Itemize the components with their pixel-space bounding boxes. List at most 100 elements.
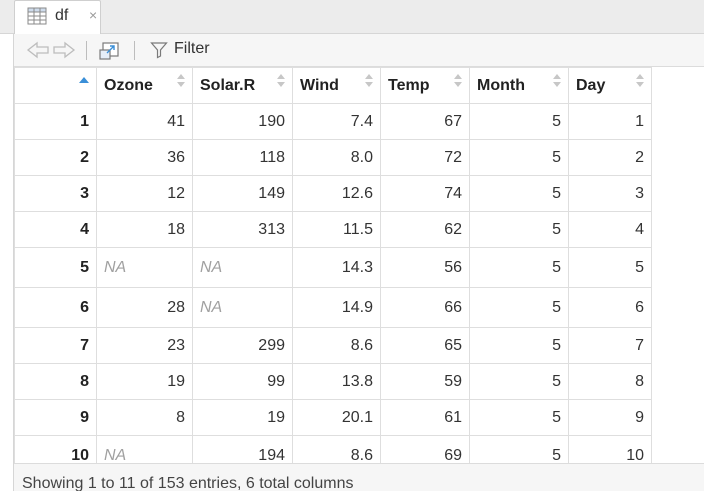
table-cell: 7.4 [292, 103, 381, 140]
table-cell: 5 [469, 139, 569, 176]
table-cell: 56 [380, 247, 470, 288]
filter-icon[interactable] [150, 40, 168, 60]
table-cell: 20.1 [292, 399, 381, 436]
table-cell: NA [192, 247, 293, 288]
table-cell: 67 [380, 103, 470, 140]
table-cell: 66 [380, 287, 470, 328]
column-header-day[interactable]: Day [568, 67, 652, 104]
tab-label: df [55, 7, 69, 24]
row-number: 9 [14, 399, 97, 436]
table-cell: 5 [469, 327, 569, 364]
sort-icon [277, 74, 285, 90]
table-cell: NA [96, 435, 193, 463]
back-arrow-icon[interactable] [26, 40, 50, 60]
table-cell: 11.5 [292, 211, 381, 248]
table-cell: 5 [469, 435, 569, 463]
table-cell: 8.6 [292, 327, 381, 364]
table-cell: 8.6 [292, 435, 381, 463]
table-row: 3 12 149 12.6 74 5 3 [14, 175, 652, 212]
row-number: 2 [14, 139, 97, 176]
table-cell: 99 [192, 363, 293, 400]
column-header-wind[interactable]: Wind [292, 67, 381, 104]
table-cell: 118 [192, 139, 293, 176]
table-cell: 12.6 [292, 175, 381, 212]
table-cell: 5 [469, 175, 569, 212]
table-cell: 59 [380, 363, 470, 400]
table-cell: 5 [469, 399, 569, 436]
sort-ascending-icon [79, 77, 89, 83]
table-cell: 12 [96, 175, 193, 212]
table-cell: 149 [192, 175, 293, 212]
toolbar: Filter [14, 34, 704, 67]
table-cell: 61 [380, 399, 470, 436]
row-number-header[interactable] [14, 67, 97, 104]
table-cell: 2 [568, 139, 652, 176]
table-cell: 299 [192, 327, 293, 364]
table-row: 9 8 19 20.1 61 5 9 [14, 399, 652, 436]
table-row: 4 18 313 11.5 62 5 4 [14, 211, 652, 248]
table-cell: 10 [568, 435, 652, 463]
table-cell: 72 [380, 139, 470, 176]
row-number: 6 [14, 287, 97, 328]
table-cell: NA [96, 247, 193, 288]
table-row: 1 41 190 7.4 67 5 1 [14, 103, 652, 140]
table-row: 10 NA 194 8.6 69 5 10 [14, 435, 652, 463]
table-cell: 8 [96, 399, 193, 436]
data-table: Ozone Solar.R Wind Temp Month Day 1 41 190… [14, 67, 652, 463]
table-cell: 41 [96, 103, 193, 140]
table-cell: 5 [568, 247, 652, 288]
table-cell: 19 [96, 363, 193, 400]
table-cell: 18 [96, 211, 193, 248]
table-cell: 62 [380, 211, 470, 248]
entries-summary: Showing 1 to 11 of 153 entries, 6 total … [22, 475, 354, 491]
table-cell: 14.9 [292, 287, 381, 328]
table-cell: 190 [192, 103, 293, 140]
close-icon[interactable]: × [89, 7, 98, 23]
table-cell: 6 [568, 287, 652, 328]
table-icon [27, 7, 47, 25]
column-header-temp[interactable]: Temp [380, 67, 470, 104]
toolbar-separator [86, 41, 87, 60]
filter-button[interactable]: Filter [174, 40, 210, 57]
table-cell: 1 [568, 103, 652, 140]
tab-bar: df × [0, 0, 704, 35]
sort-icon [177, 74, 185, 90]
row-number: 1 [14, 103, 97, 140]
table-cell: 5 [469, 247, 569, 288]
table-row: 7 23 299 8.6 65 5 7 [14, 327, 652, 364]
column-header-month[interactable]: Month [469, 67, 569, 104]
table-cell: 13.8 [292, 363, 381, 400]
sort-icon [454, 74, 462, 90]
table-cell: 3 [568, 175, 652, 212]
table-cell: 19 [192, 399, 293, 436]
table-cell: 4 [568, 211, 652, 248]
toolbar-separator [134, 41, 135, 60]
table-cell: NA [192, 287, 293, 328]
table-cell: 8.0 [292, 139, 381, 176]
row-number: 3 [14, 175, 97, 212]
table-row: 2 36 118 8.0 72 5 2 [14, 139, 652, 176]
column-header-ozone[interactable]: Ozone [96, 67, 193, 104]
table-cell: 313 [192, 211, 293, 248]
left-border [13, 34, 14, 491]
table-row: 8 19 99 13.8 59 5 8 [14, 363, 652, 400]
table-cell: 194 [192, 435, 293, 463]
sort-icon [553, 74, 561, 90]
sort-icon [365, 74, 373, 90]
table-cell: 14.3 [292, 247, 381, 288]
table-body: 1 41 190 7.4 67 5 1 2 36 118 8.0 72 5 2 3 12 149 12.6 74 5 3… [14, 103, 652, 463]
tab-df[interactable]: df × [14, 0, 101, 35]
row-number: 10 [14, 435, 97, 463]
row-number: 8 [14, 363, 97, 400]
table-cell: 23 [96, 327, 193, 364]
table-cell: 69 [380, 435, 470, 463]
data-grid: Ozone Solar.R Wind Temp Month Day 1 41 190… [14, 67, 704, 463]
popout-icon[interactable] [98, 40, 122, 62]
row-number: 7 [14, 327, 97, 364]
table-row: 6 28 NA 14.9 66 5 6 [14, 287, 652, 328]
column-header-solar-r[interactable]: Solar.R [192, 67, 293, 104]
sort-icon [636, 74, 644, 90]
row-number: 4 [14, 211, 97, 248]
forward-arrow-icon[interactable] [52, 40, 76, 60]
table-cell: 28 [96, 287, 193, 328]
